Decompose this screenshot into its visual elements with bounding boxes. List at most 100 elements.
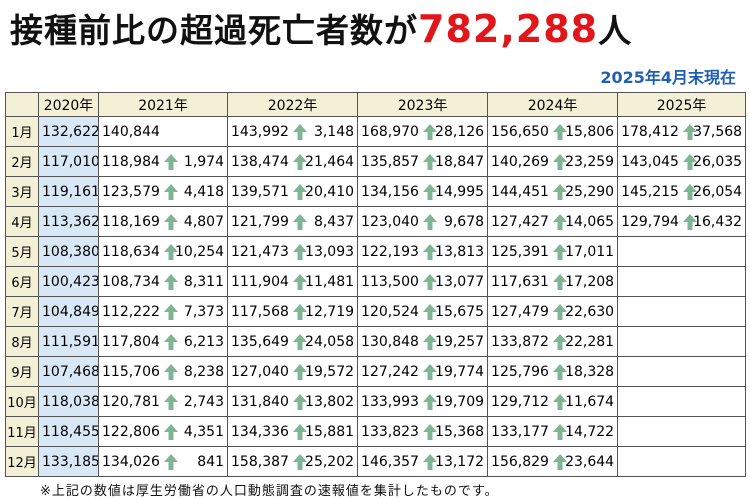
value-2020: 113,362: [38, 206, 99, 237]
diff: 10,254: [175, 243, 225, 260]
month: 10月: [5, 386, 39, 417]
value-2020: 107,468: [38, 356, 99, 387]
value-cell: 131,840: [227, 386, 290, 417]
row: 6月 100,423 108,734 8,311 111,904 11,481 113,50…: [5, 266, 747, 297]
diff: 15,368: [435, 423, 485, 440]
diff: 19,572: [305, 363, 355, 380]
diff: 15,806: [565, 123, 615, 140]
diff: 2,743: [183, 393, 225, 410]
column-header: 2022年: [227, 92, 359, 117]
diff-cell: 19,774: [419, 356, 489, 387]
row: 10月 118,038 120,781 2,743 131,840 13,802 133,9…: [5, 386, 747, 417]
up-arrow: [163, 244, 178, 260]
row: 9月 107,468 115,706 8,238 127,040 19,572 127,24…: [5, 356, 747, 387]
diff-cell: 6,213: [160, 326, 229, 357]
up-arrow: [422, 244, 437, 260]
up-arrow: [163, 364, 178, 380]
value: 134,336: [231, 423, 289, 440]
up-arrow: [552, 244, 567, 260]
value: 135,857: [361, 153, 419, 170]
diff-cell: 4,418: [160, 176, 229, 207]
diff-cell: 8,437: [289, 206, 359, 237]
value: 133,872: [491, 333, 549, 350]
value-cell: [617, 446, 680, 477]
value-cell: 113,500: [357, 266, 420, 297]
value-2020: 104,849: [38, 296, 99, 327]
diff-cell: 24,058: [289, 326, 359, 357]
value-cell: [617, 386, 680, 417]
diff-cell: 28,126: [419, 116, 489, 147]
diff: 25,202: [305, 453, 355, 470]
value-cell: 111,904: [227, 266, 290, 297]
month: 12月: [5, 446, 39, 477]
diff: 4,418: [183, 183, 225, 200]
up-arrow: [163, 394, 178, 410]
value-cell: 127,427: [487, 206, 550, 237]
up-arrow: [552, 274, 567, 290]
value-cell: 123,040: [357, 206, 420, 237]
diff: 11,674: [565, 393, 615, 410]
diff: 841: [197, 453, 225, 470]
row: 11月 118,455 122,806 4,351 134,336 15,881 133,8…: [5, 416, 747, 447]
up-arrow: [422, 334, 437, 350]
value-cell: 156,650: [487, 116, 550, 147]
value-cell: 112,222: [98, 296, 161, 327]
column-header: 2020年: [38, 92, 99, 117]
diff: 26,054: [693, 183, 743, 200]
diff-cell: 10,254: [160, 236, 229, 267]
value-cell: 130,848: [357, 326, 420, 357]
up-arrow: [552, 334, 567, 350]
diff: 13,172: [435, 453, 485, 470]
value-cell: 125,796: [487, 356, 550, 387]
row: 4月 113,362 118,169 4,807 121,799 8,437 123,040…: [5, 206, 747, 237]
value-cell: 178,412: [617, 116, 680, 147]
up-arrow: [163, 334, 178, 350]
diff: 28,126: [435, 123, 485, 140]
value-2020: 133,185: [38, 446, 99, 477]
up-arrow: [292, 274, 307, 290]
value-cell: 127,242: [357, 356, 420, 387]
value-cell: 140,269: [487, 146, 550, 177]
value: 131,840: [231, 393, 289, 410]
up-arrow: [422, 394, 437, 410]
month: 6月: [5, 266, 39, 297]
diff-cell: 13,077: [419, 266, 489, 297]
value: 127,479: [491, 303, 549, 320]
row: 5月 108,380 118,634 10,254 121,473 13,093 122,1…: [5, 236, 747, 267]
row: 12月 133,185 134,026 841 158,387 25,202 146,357…: [5, 446, 747, 477]
header-row: 2020年 2021年 2022年 2023年 2024年 2025年: [5, 92, 747, 117]
value-cell: 122,193: [357, 236, 420, 267]
value: 156,829: [491, 453, 549, 470]
value: 118,169: [102, 213, 160, 230]
up-arrow: [682, 184, 697, 200]
row: 2月 117,010 118,984 1,974 138,474 21,464 135,85…: [5, 146, 747, 177]
diff: 17,208: [565, 273, 615, 290]
diff-cell: 3,148: [289, 116, 359, 147]
value: 122,806: [102, 423, 160, 440]
diff: 26,035: [693, 153, 743, 170]
diff: 8,311: [183, 273, 225, 290]
diff: 18,328: [565, 363, 615, 380]
diff-cell: [679, 296, 747, 327]
diff: 4,807: [183, 213, 225, 230]
up-arrow: [292, 454, 307, 470]
month: 7月: [5, 296, 39, 327]
diff-cell: 21,464: [289, 146, 359, 177]
up-arrow: [422, 184, 437, 200]
value: 140,269: [491, 153, 549, 170]
diff-cell: 11,674: [549, 386, 619, 417]
value: 112,222: [102, 303, 160, 320]
up-arrow: [552, 154, 567, 170]
diff-cell: [679, 266, 747, 297]
diff: 13,077: [435, 273, 485, 290]
value-cell: [617, 266, 680, 297]
value: 130,848: [361, 333, 419, 350]
up-arrow: [292, 154, 307, 170]
value-2020: 118,038: [38, 386, 99, 417]
diff-cell: 26,054: [679, 176, 747, 207]
value: 139,571: [231, 183, 289, 200]
diff: 17,011: [565, 243, 615, 260]
value-cell: 134,156: [357, 176, 420, 207]
value: 120,524: [361, 303, 419, 320]
diff-cell: 26,035: [679, 146, 747, 177]
